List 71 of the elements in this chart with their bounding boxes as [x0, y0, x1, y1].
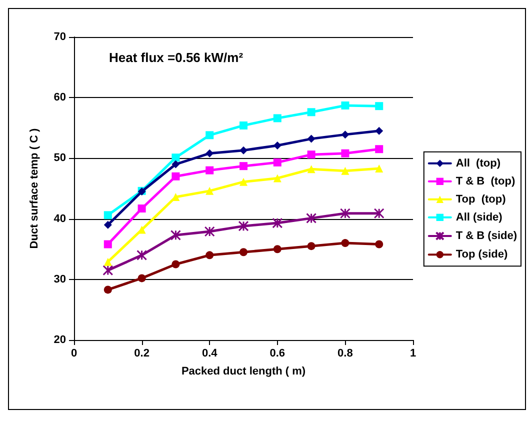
x-tick-label: 1	[410, 348, 416, 360]
point	[341, 149, 350, 158]
y-tick-label: 50	[54, 152, 66, 164]
point	[273, 245, 282, 254]
point	[273, 141, 282, 150]
point	[138, 274, 146, 282]
point	[172, 172, 180, 180]
annotation: Heat flux =0.56 kW/m²	[109, 50, 244, 65]
point	[307, 165, 316, 174]
legend-label: Top (top)	[456, 193, 506, 206]
point	[172, 260, 180, 268]
point	[341, 101, 350, 110]
x-tick-label: 0	[70, 348, 78, 360]
point	[307, 150, 316, 159]
point	[273, 158, 282, 166]
point	[374, 208, 384, 219]
y-axis-title: Duct surface temp ( C )	[28, 128, 40, 249]
legend-label: All (top)	[456, 157, 501, 170]
y-tick-label: 60	[54, 92, 66, 104]
legend-label: All (side)	[456, 211, 503, 224]
point	[240, 178, 248, 186]
point	[136, 250, 148, 260]
point	[204, 226, 215, 237]
point	[341, 166, 350, 175]
x-axis-title: Packed duct length ( m)	[181, 366, 306, 378]
legend-label: T & B (top)	[456, 175, 516, 188]
point	[307, 242, 316, 250]
point	[340, 208, 350, 219]
y-tick-label: 70	[54, 31, 66, 43]
point	[341, 239, 350, 248]
point	[240, 162, 248, 170]
point	[172, 154, 180, 162]
point	[138, 204, 146, 212]
x-tick-label: 0.6	[270, 348, 286, 360]
point	[240, 121, 248, 130]
point	[104, 258, 112, 266]
point	[206, 166, 214, 174]
point	[272, 218, 283, 228]
point	[240, 146, 248, 154]
point	[341, 130, 350, 139]
point	[375, 102, 384, 110]
legend-label: Top (side)	[456, 248, 508, 261]
point	[206, 131, 214, 140]
point	[273, 174, 282, 182]
point	[375, 145, 384, 154]
point	[375, 164, 384, 172]
point	[104, 211, 112, 220]
point	[206, 149, 214, 158]
point	[104, 240, 112, 248]
point	[104, 220, 112, 229]
point	[172, 160, 180, 168]
point	[240, 248, 248, 256]
point	[206, 186, 214, 195]
point	[307, 108, 316, 116]
point	[273, 114, 282, 122]
point	[375, 240, 384, 248]
point	[104, 286, 112, 294]
y-tick-label: 30	[54, 273, 66, 286]
point	[102, 265, 114, 276]
x-tick-label: 0.8	[338, 348, 353, 360]
point	[238, 220, 249, 232]
x-tick-label: 0.2	[134, 348, 150, 360]
point	[206, 251, 214, 260]
x-tick-label: 0.4	[202, 348, 218, 360]
point	[307, 134, 316, 143]
point	[306, 212, 317, 224]
point	[170, 230, 181, 240]
legend-label: T & B (side)	[456, 230, 518, 242]
y-tick-label: 20	[54, 334, 66, 346]
point	[375, 126, 384, 135]
y-tick-label: 40	[54, 212, 66, 225]
